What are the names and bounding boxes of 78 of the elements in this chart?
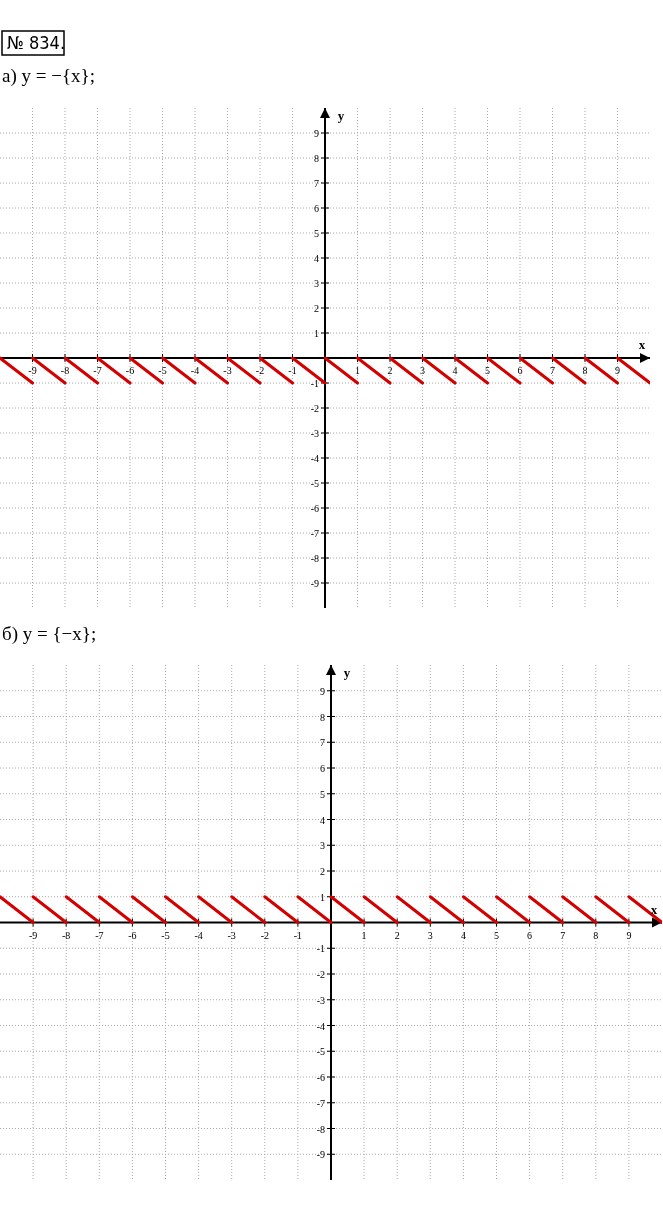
y-tick-label: 7 xyxy=(320,737,325,749)
y-tick-label: -5 xyxy=(316,1046,325,1058)
x-tick-label: 8 xyxy=(593,929,599,941)
y-tick-label: 1 xyxy=(314,328,319,339)
y-tick-label: -6 xyxy=(316,1072,325,1083)
chart-title: б) y = {−x}; xyxy=(2,623,97,645)
x-tick-label: 2 xyxy=(387,365,393,376)
y-tick-label: -6 xyxy=(310,503,319,514)
x-tick-label: -8 xyxy=(62,929,71,941)
y-tick-label: -8 xyxy=(316,1123,325,1135)
y-tick-label: -3 xyxy=(316,994,325,1006)
y-tick-label: 5 xyxy=(320,788,325,800)
y-tick-label: 9 xyxy=(320,685,325,697)
y-tick-label: -2 xyxy=(310,403,319,414)
x-tick-label: -1 xyxy=(288,365,297,376)
x-axis-title: x xyxy=(650,901,658,917)
y-tick-label: -5 xyxy=(310,478,319,489)
y-tick-label: -4 xyxy=(316,1020,325,1032)
y-tick-label: 6 xyxy=(314,203,319,214)
y-tick-label: 2 xyxy=(320,866,325,877)
x-tick-label: -7 xyxy=(93,365,102,376)
x-tick-label: 4 xyxy=(452,365,458,376)
x-tick-label: -2 xyxy=(255,365,265,376)
x-tick-label: 8 xyxy=(582,365,588,376)
x-tick-label: -3 xyxy=(227,929,236,941)
x-tick-label: 5 xyxy=(494,929,499,941)
x-tick-label: 3 xyxy=(420,365,425,376)
y-tick-label: 8 xyxy=(320,711,325,723)
x-tick-label: 7 xyxy=(560,929,566,941)
y-tick-label: -2 xyxy=(316,969,325,980)
x-tick-label: 3 xyxy=(427,929,433,941)
y-tick-label: -1 xyxy=(310,378,319,389)
y-tick-label: 5 xyxy=(314,228,319,239)
y-tick-label: 6 xyxy=(320,763,325,774)
x-tick-label: -3 xyxy=(223,365,232,376)
chart-title: а) y = −{x}; xyxy=(2,65,95,87)
x-tick-label: 9 xyxy=(626,929,632,941)
x-tick-label: -6 xyxy=(125,365,135,376)
y-tick-label: -9 xyxy=(310,578,319,589)
x-tick-label: -1 xyxy=(293,929,303,941)
x-tick-label: 5 xyxy=(485,365,490,376)
x-tick-label: 7 xyxy=(550,365,555,376)
x-tick-label: -5 xyxy=(161,929,170,941)
x-tick-label: -4 xyxy=(194,929,203,941)
x-tick-label: 1 xyxy=(355,365,360,376)
y-tick-label: -3 xyxy=(310,428,319,439)
x-axis-title: x xyxy=(638,337,646,352)
x-tick-label: 6 xyxy=(527,929,533,941)
x-tick-label: -4 xyxy=(190,365,200,376)
y-tick-label: 4 xyxy=(320,814,325,826)
x-tick-label: 9 xyxy=(615,365,620,376)
y-tick-label: 1 xyxy=(320,891,325,903)
y-tick-label: -1 xyxy=(316,943,325,955)
y-tick-label: -7 xyxy=(310,528,319,539)
x-tick-label: 6 xyxy=(517,365,523,376)
y-tick-label: 8 xyxy=(314,153,319,164)
x-tick-label: -8 xyxy=(60,365,70,376)
y-tick-label: -9 xyxy=(316,1149,325,1161)
y-tick-label: 7 xyxy=(314,178,319,189)
x-tick-label: -6 xyxy=(128,929,137,941)
y-tick-label: 2 xyxy=(314,303,319,314)
x-tick-label: 4 xyxy=(460,929,466,941)
x-tick-label: -9 xyxy=(28,929,38,941)
y-tick-label: -4 xyxy=(310,453,319,464)
y-tick-label: 3 xyxy=(314,278,319,289)
y-tick-label: 9 xyxy=(314,128,319,139)
x-tick-label: 2 xyxy=(394,929,400,941)
y-tick-label: -8 xyxy=(310,553,319,564)
x-tick-label: -5 xyxy=(158,365,167,376)
y-axis-title: y xyxy=(337,108,345,123)
x-tick-label: -7 xyxy=(95,929,104,941)
x-tick-label: -2 xyxy=(260,929,269,941)
y-tick-label: 3 xyxy=(320,840,325,852)
y-tick-label: 4 xyxy=(314,253,319,264)
y-tick-label: -7 xyxy=(316,1097,325,1109)
x-tick-label: 1 xyxy=(361,929,367,941)
y-axis-title: y xyxy=(343,665,351,680)
x-tick-label: -9 xyxy=(28,365,37,376)
